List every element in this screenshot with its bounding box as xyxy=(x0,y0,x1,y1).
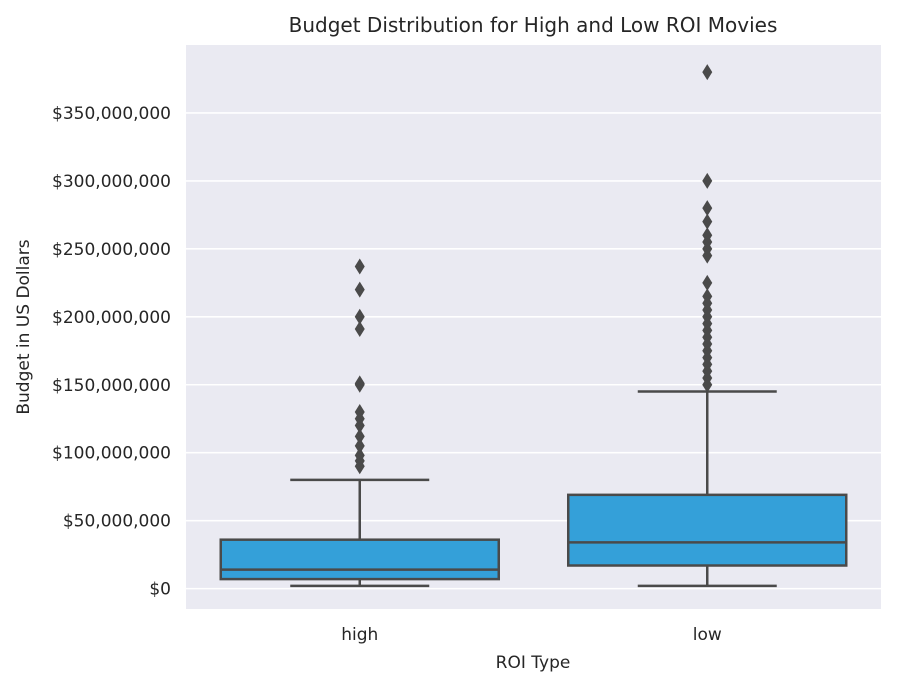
outlier-point xyxy=(702,64,713,81)
y-axis-label: Budget in US Dollars xyxy=(14,239,34,414)
x-axis-label: ROI Type xyxy=(496,653,571,673)
outlier-point xyxy=(702,274,713,291)
iqr-box xyxy=(219,538,500,581)
grid-lines xyxy=(186,112,881,590)
outlier-point xyxy=(354,281,365,298)
outlier-point xyxy=(702,213,713,230)
y-tick-label: $150,000,000 xyxy=(52,376,171,396)
outlier-point xyxy=(354,321,365,338)
outlier-point xyxy=(354,258,365,275)
outlier-point xyxy=(354,437,365,454)
y-tick-labels: $0 $50,000,000 $100,000,000 $150,000,000 $20… xyxy=(52,104,171,600)
box-group-high xyxy=(219,258,500,588)
y-tick-label: $100,000,000 xyxy=(52,444,171,464)
outlier-point xyxy=(354,308,365,325)
y-tick-label: $300,000,000 xyxy=(52,172,171,192)
outlier-point xyxy=(702,172,713,189)
outlier-point xyxy=(702,247,713,264)
outlier-point xyxy=(702,376,713,393)
boxes xyxy=(219,64,848,588)
x-tick-label: high xyxy=(341,625,378,645)
box-group-low xyxy=(567,64,848,588)
y-tick-label: $350,000,000 xyxy=(52,104,171,124)
outlier-point xyxy=(702,200,713,217)
outlier-point xyxy=(354,417,365,434)
y-tick-label: $200,000,000 xyxy=(52,308,171,328)
outlier-point xyxy=(354,458,365,475)
x-tick-labels: high low xyxy=(341,625,722,645)
outlier-point xyxy=(354,428,365,445)
x-tick-label: low xyxy=(693,625,722,645)
y-tick-label: $0 xyxy=(149,580,171,600)
y-tick-label: $50,000,000 xyxy=(63,512,171,532)
chart-title: Budget Distribution for High and Low ROI… xyxy=(289,13,778,37)
iqr-box xyxy=(567,493,848,567)
y-tick-label: $250,000,000 xyxy=(52,240,171,260)
outlier-point xyxy=(354,376,365,393)
